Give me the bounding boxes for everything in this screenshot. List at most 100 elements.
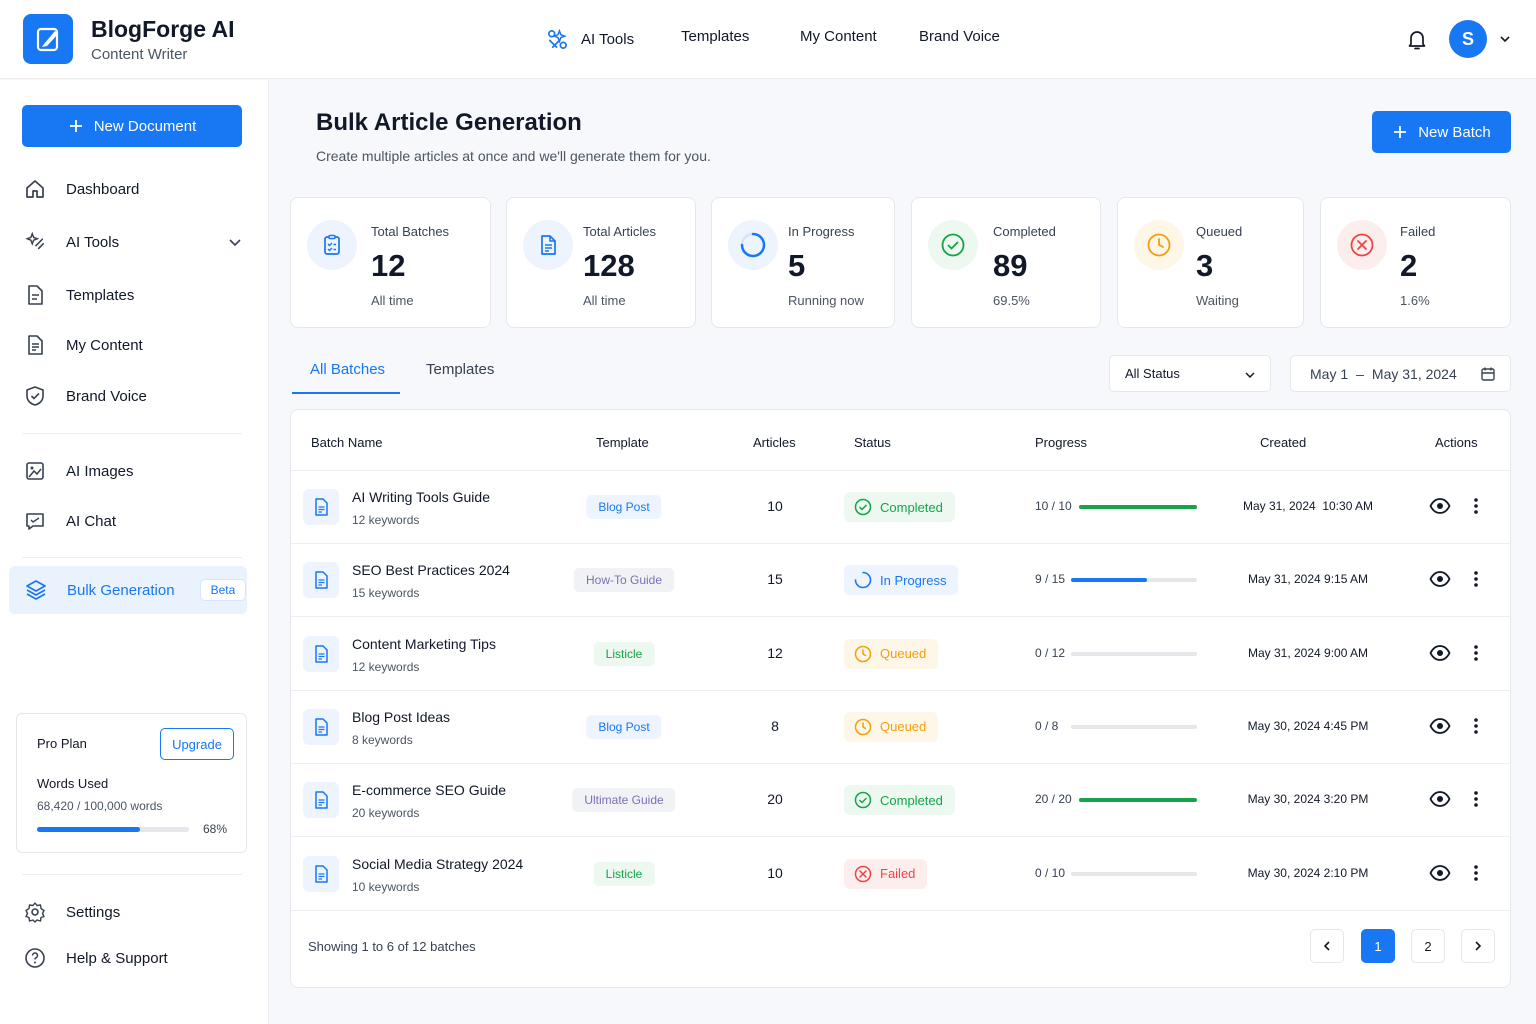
template-badge: Listicle xyxy=(593,861,655,886)
sidebar-divider xyxy=(22,874,242,875)
tab-templates[interactable]: Templates xyxy=(426,361,495,378)
batch-keywords: 15 keywords xyxy=(352,586,420,601)
batches-table: Batch Name Template Articles Status Prog… xyxy=(290,409,1511,988)
document-icon xyxy=(24,334,46,356)
new-batch-button[interactable]: New Batch xyxy=(1372,111,1511,153)
plus-icon xyxy=(69,120,82,132)
topnav-my-content[interactable]: My Content xyxy=(800,28,877,45)
more-options-icon[interactable] xyxy=(1472,716,1480,736)
pagination-prev-button[interactable] xyxy=(1310,929,1344,963)
new-document-button[interactable]: New Document xyxy=(22,105,242,147)
table-row[interactable]: Social Media Strategy 2024 10 keywords Lis… xyxy=(291,838,1510,911)
top-header: BlogForge AI Content Writer AI Tools Tem… xyxy=(0,0,1536,79)
table-row[interactable]: SEO Best Practices 2024 15 keywords How-To… xyxy=(291,544,1510,618)
articles-count-value: 8 xyxy=(771,717,779,734)
sidebar-item-ai-images[interactable]: AI Images xyxy=(24,456,246,486)
view-icon[interactable] xyxy=(1429,642,1451,664)
chevron-down-icon[interactable] xyxy=(1499,33,1511,45)
column-header: Status xyxy=(854,435,891,450)
table-row[interactable]: AI Writing Tools Guide 12 keywords Blog Po… xyxy=(291,471,1510,544)
page-subtitle: Create multiple articles at once and we'… xyxy=(316,148,711,164)
upgrade-button[interactable]: Upgrade xyxy=(160,728,234,760)
status-label: In Progress xyxy=(880,572,947,588)
words-progress-fill xyxy=(37,827,141,832)
pagination-page-button[interactable]: 1 xyxy=(1361,929,1395,963)
document-icon xyxy=(303,635,339,672)
table-row[interactable]: Blog Post Ideas 8 keywords Blog Post 8 Queue… xyxy=(291,691,1510,764)
more-options-icon[interactable] xyxy=(1472,569,1480,589)
bell-icon[interactable] xyxy=(1405,27,1429,51)
chevron-right-icon xyxy=(1475,941,1482,951)
more-options-icon[interactable] xyxy=(1472,643,1480,663)
view-icon[interactable] xyxy=(1429,788,1451,810)
progress-fill xyxy=(1079,798,1197,803)
column-header: Template xyxy=(596,435,649,450)
date-range-picker[interactable]: May 1 – May 31, 2024 xyxy=(1290,355,1511,392)
batch-name[interactable]: AI Writing Tools Guide xyxy=(352,489,490,505)
table-row[interactable]: Content Marketing Tips 12 keywords Listicl… xyxy=(291,618,1510,691)
stat-card-in-progress: In Progress 5 Running now xyxy=(711,197,895,328)
sidebar-item-label: My Content xyxy=(66,336,143,354)
stat-value: 89 xyxy=(993,248,1028,283)
new-document-label: New Document xyxy=(93,117,197,135)
column-header: Articles xyxy=(753,435,796,450)
header-divider xyxy=(291,470,1510,471)
spinner-icon xyxy=(854,571,872,589)
more-options-icon[interactable] xyxy=(1472,496,1480,516)
stat-label: Total Batches xyxy=(371,224,450,239)
topnav-brand-voice[interactable]: Brand Voice xyxy=(919,28,1000,45)
sidebar-item-bulk-generation[interactable]: Bulk Generation Beta xyxy=(9,566,247,614)
stat-card-queued: Queued 3 Waiting xyxy=(1117,197,1304,328)
table-row[interactable]: E-commerce SEO Guide 20 keywords Ultimate … xyxy=(291,764,1510,838)
sidebar-item-label: AI Images xyxy=(66,462,134,480)
status-label: Failed xyxy=(880,866,916,881)
sidebar-item-settings[interactable]: Settings xyxy=(24,897,246,927)
view-icon[interactable] xyxy=(1429,568,1451,590)
batch-name[interactable]: SEO Best Practices 2024 xyxy=(352,562,510,579)
created-date-value: May 30, 2024 3:20 PM xyxy=(1247,792,1369,807)
user-avatar[interactable]: S xyxy=(1449,20,1487,58)
stat-foot: All time xyxy=(583,293,626,308)
stat-card-failed: Failed 2 1.6% xyxy=(1320,197,1511,328)
pagination-next-button[interactable] xyxy=(1461,929,1495,963)
sidebar-item-brand-voice[interactable]: Brand Voice xyxy=(24,381,246,411)
more-options-icon[interactable] xyxy=(1472,789,1480,809)
stat-label: Total Articles xyxy=(583,224,656,239)
layers-icon xyxy=(24,578,48,602)
x-circle-icon xyxy=(1337,220,1387,270)
document-icon xyxy=(303,562,339,599)
batch-name[interactable]: Blog Post Ideas xyxy=(352,708,451,725)
sidebar-item-my-content[interactable]: My Content xyxy=(24,330,246,360)
articles-count-value: 12 xyxy=(767,644,783,661)
stat-card-total-batches: Total Batches 12 All time xyxy=(290,197,491,328)
sidebar: New Document Dashboard AI Tools Template… xyxy=(0,80,269,1024)
tab-all-batches[interactable]: All Batches xyxy=(310,361,386,378)
batch-name[interactable]: Social Media Strategy 2024 xyxy=(352,855,524,872)
chevron-down-icon[interactable] xyxy=(228,235,242,249)
sidebar-item-ai-chat[interactable]: AI Chat xyxy=(24,506,246,536)
check-circle-icon xyxy=(854,791,872,809)
view-icon[interactable] xyxy=(1429,862,1451,884)
template-badge: Listicle xyxy=(593,641,655,666)
batch-keywords: 10 keywords xyxy=(352,879,420,894)
sidebar-item-help[interactable]: Help & Support xyxy=(24,943,246,973)
status-filter-select[interactable]: All Status xyxy=(1109,355,1271,392)
sidebar-item-dashboard[interactable]: Dashboard xyxy=(24,174,246,204)
sidebar-item-templates[interactable]: Templates xyxy=(24,280,246,310)
view-icon[interactable] xyxy=(1429,495,1451,517)
sidebar-item-label: AI Chat xyxy=(66,512,117,530)
sidebar-item-label: Settings xyxy=(66,903,121,921)
sidebar-item-ai-tools[interactable]: AI Tools xyxy=(24,227,246,257)
topnav-templates[interactable]: Templates xyxy=(681,28,749,45)
batch-name[interactable]: Content Marketing Tips xyxy=(352,635,496,652)
plan-name: Pro Plan xyxy=(37,736,87,751)
more-options-icon[interactable] xyxy=(1472,863,1480,883)
batch-keywords: 12 keywords xyxy=(352,659,420,674)
app-logo[interactable] xyxy=(23,14,73,64)
progress-bar xyxy=(1071,651,1197,656)
topnav-ai-tools[interactable]: AI Tools xyxy=(546,28,634,51)
pagination-page-button[interactable]: 2 xyxy=(1411,929,1445,963)
batch-name[interactable]: E-commerce SEO Guide xyxy=(352,782,507,799)
chevron-left-icon xyxy=(1323,941,1330,951)
view-icon[interactable] xyxy=(1429,715,1451,737)
